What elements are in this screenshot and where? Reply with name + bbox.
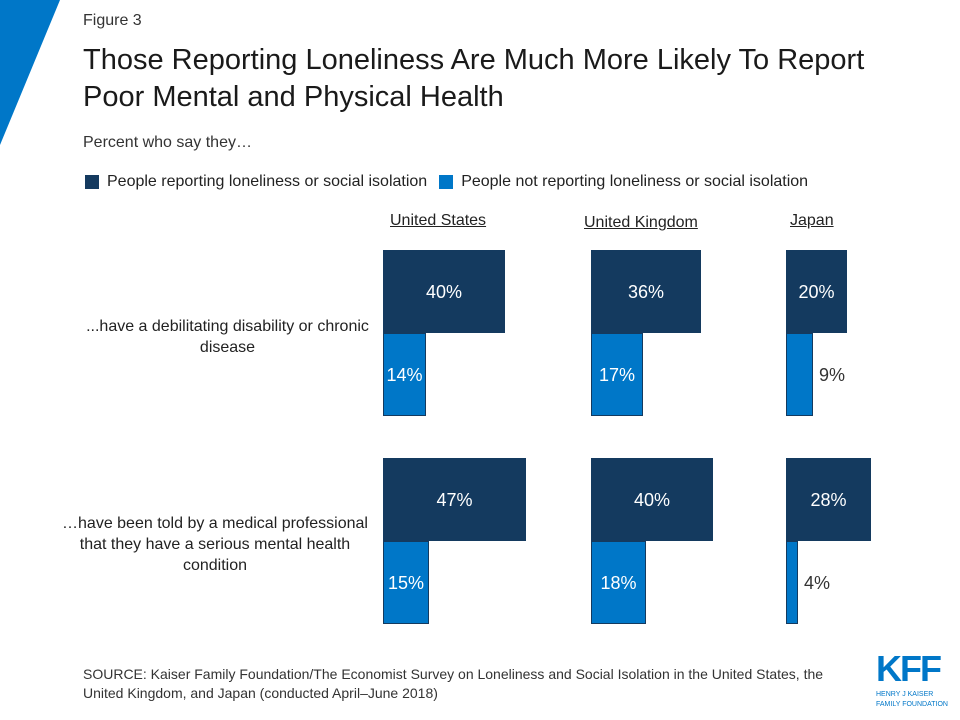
kff-logo: KFF HENRY J KAISER FAMILY FOUNDATION xyxy=(876,648,956,710)
legend-swatch-lonely xyxy=(85,175,99,189)
chart-title: Those Reporting Loneliness Are Much More… xyxy=(83,44,865,113)
bar-japan-row1-lonely xyxy=(786,250,847,333)
data-label: 28% xyxy=(810,490,847,510)
bar-us-row2-lonely xyxy=(383,458,526,541)
bar-uk-row1-lonely xyxy=(591,250,701,333)
legend: People reporting loneliness or social is… xyxy=(85,173,808,191)
logo-line-2: FAMILY FOUNDATION xyxy=(876,701,948,708)
country-label-japan: Japan xyxy=(790,212,834,229)
legend-label-lonely: People reporting loneliness or social is… xyxy=(107,173,428,190)
bar-us-row1-lonely xyxy=(383,250,505,333)
data-label: 17% xyxy=(598,365,636,385)
chart-subtitle: Percent who say they… xyxy=(83,134,252,151)
bar-japan-row1-not-lonely xyxy=(786,333,813,416)
row-label-mental-health: …have been told by a medical professiona… xyxy=(62,515,368,574)
data-label: 40% xyxy=(633,490,671,510)
data-label: 14% xyxy=(386,365,423,385)
data-label: 18% xyxy=(600,573,637,593)
figure-label: Figure 3 xyxy=(83,12,142,29)
logo-line-1: HENRY J KAISER xyxy=(876,691,934,698)
bar-japan-row2-not-lonely xyxy=(786,541,798,624)
data-label: 4% xyxy=(804,573,831,593)
country-label-us: United States xyxy=(390,212,487,229)
country-label-uk: United Kingdom xyxy=(584,214,698,231)
data-label: 47% xyxy=(436,490,473,510)
data-label: 36% xyxy=(627,282,665,302)
data-label: 15% xyxy=(387,573,425,593)
source-note: SOURCE: Kaiser Family Foundation/The Eco… xyxy=(83,666,824,701)
logo-text: KFF xyxy=(876,648,942,689)
bar-uk-row2-not-lonely xyxy=(591,541,646,624)
legend-label-not-lonely: People not reporting loneliness or socia… xyxy=(461,173,809,190)
bar-uk-row1-not-lonely xyxy=(591,333,643,416)
bar-us-row1-not-lonely xyxy=(383,333,426,416)
data-label: 20% xyxy=(798,282,835,302)
row-label-disability: ...have a debilitating disability or chr… xyxy=(86,318,369,356)
data-label: 9% xyxy=(819,365,846,385)
bar-us-row2-not-lonely xyxy=(383,541,429,624)
bar-japan-row2-lonely xyxy=(786,458,871,541)
corner-triangle-decoration xyxy=(0,0,60,145)
legend-swatch-not-lonely xyxy=(439,175,454,189)
bar-uk-row2-lonely xyxy=(591,458,713,541)
data-label: 40% xyxy=(425,282,463,302)
